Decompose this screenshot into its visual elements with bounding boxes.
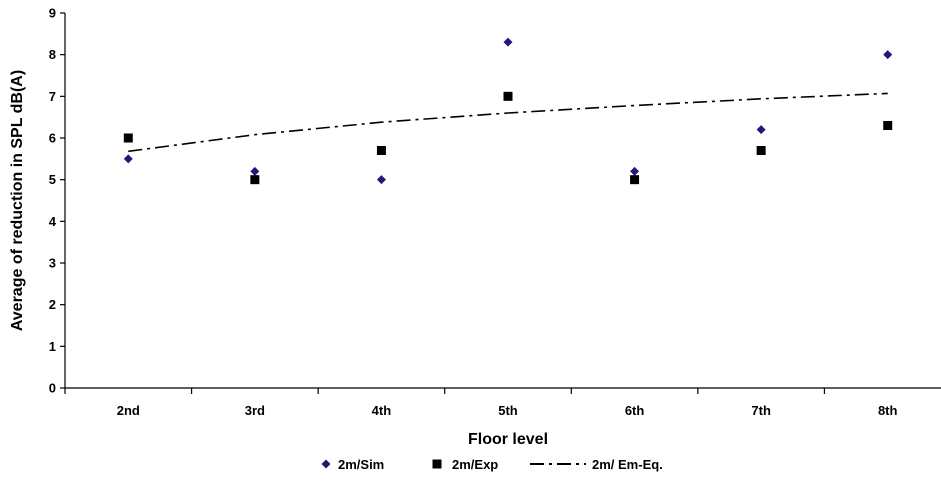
point-2m-sim (503, 37, 513, 47)
legend-label-2m-sim: 2m/Sim (338, 457, 384, 472)
point-2m-exp (123, 133, 133, 143)
legend-marker-2m-sim (321, 459, 331, 469)
y-tick-label: 0 (49, 381, 56, 396)
point-2m-sim (630, 166, 640, 176)
x-tick-label: 6th (625, 403, 645, 418)
axes (64, 13, 941, 389)
y-tick-label: 2 (49, 297, 56, 312)
x-tick-label: 8th (878, 403, 898, 418)
x-ticks: 2nd 3rd 4th 5th 6th 7th 8th (64, 388, 898, 418)
y-tick-label: 8 (49, 47, 56, 62)
point-2m-sim (123, 154, 133, 164)
x-tick-label: 5th (498, 403, 518, 418)
y-tick-label: 6 (49, 131, 56, 146)
legend: 2m/Sim 2m/Exp 2m/ Em-Eq. (321, 457, 663, 472)
point-2m-exp (630, 175, 640, 185)
y-ticks: 0 1 2 3 4 5 6 7 8 9 (49, 6, 65, 396)
point-2m-sim (376, 175, 386, 185)
point-2m-exp (503, 91, 513, 101)
point-2m-sim (250, 166, 260, 176)
y-tick-label: 3 (49, 256, 56, 271)
x-tick-label: 3rd (245, 403, 265, 418)
point-2m-exp (250, 175, 260, 185)
y-tick-label: 4 (49, 214, 57, 229)
y-tick-label: 9 (49, 6, 56, 21)
markers (123, 37, 893, 185)
x-tick-label: 7th (751, 403, 771, 418)
point-2m-exp (376, 146, 386, 155)
series-line-2m-em-eq (128, 92, 888, 153)
point-2m-sim (756, 125, 766, 135)
legend-marker-2m-exp (432, 459, 442, 469)
y-tick-label: 1 (49, 339, 56, 354)
y-tick-label: 7 (49, 89, 56, 104)
y-axis-title: Average of reduction in SPL dB(A) (9, 70, 26, 331)
point-2m-sim (883, 50, 893, 60)
x-axis-title: Floor level (468, 431, 548, 448)
point-2m-exp (883, 121, 893, 130)
trend-line-group (128, 92, 888, 153)
legend-label-2m-em-eq: 2m/ Em-Eq. (592, 457, 663, 472)
x-tick-label: 4th (372, 403, 392, 418)
point-2m-exp (756, 146, 766, 155)
legend-label-2m-exp: 2m/Exp (452, 457, 498, 472)
y-tick-label: 5 (49, 172, 56, 187)
x-tick-label: 2nd (117, 403, 140, 418)
